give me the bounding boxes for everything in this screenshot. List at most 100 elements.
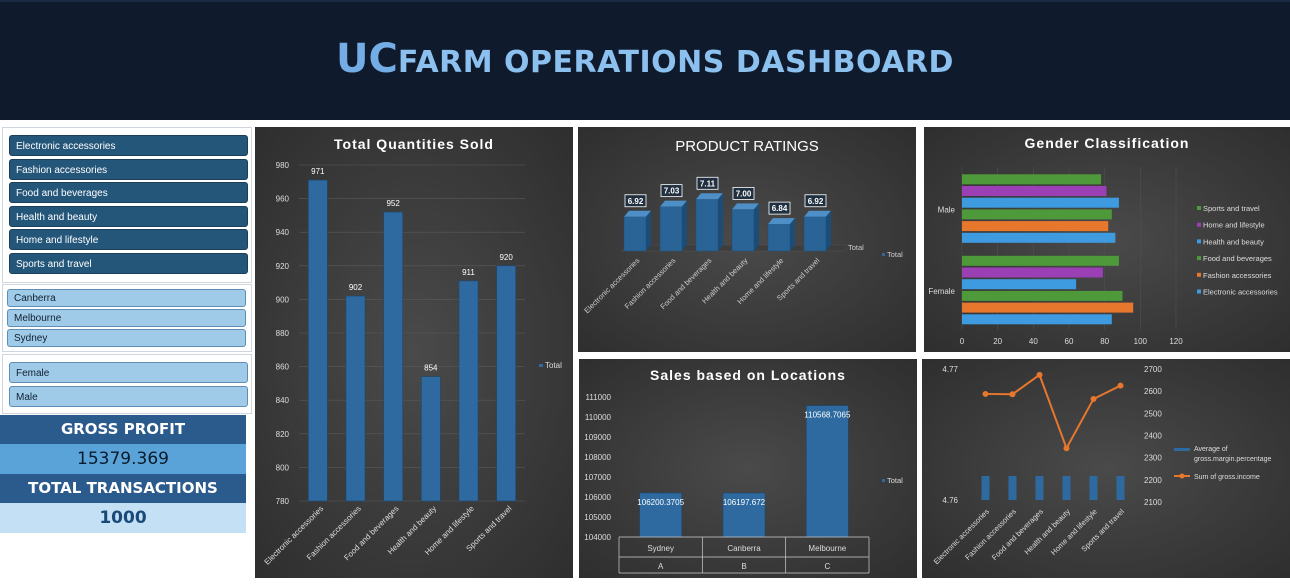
point-home-and-lifestyle	[1090, 395, 1097, 402]
bar-health-and-beauty	[421, 376, 441, 502]
bar-male-health-and-beauty	[962, 197, 1119, 208]
data-label: 7.00	[736, 189, 752, 198]
legend-swatch	[1197, 206, 1201, 210]
y-tick-label: 820	[276, 430, 290, 439]
bar-fashion-accessories	[345, 295, 366, 502]
legend-label: Sports and travel	[1203, 204, 1260, 213]
bar-sports-and-travel	[803, 216, 827, 252]
right-tick-label: 2500	[1144, 409, 1162, 418]
bar-side	[682, 200, 687, 251]
y-tick-label: Male	[938, 205, 956, 214]
bar-side	[754, 203, 759, 251]
legend-label: Fashion accessories	[1203, 271, 1272, 280]
bar-male-home-and-lifestyle	[962, 186, 1107, 196]
quantities-chart: Total Quantities Sold 780 800 820 840 860 880 9…	[263, 136, 563, 567]
slicer-item-health-and-beauty[interactable]: Health and beauty	[9, 206, 248, 227]
chart-title: PRODUCT RATINGS	[675, 138, 819, 155]
gender-chart-panel: Gender Classification 0 20 40 60 80 100 120 Fema…	[924, 127, 1290, 352]
data-label: 7.11	[700, 179, 716, 188]
legend-label: Food and beverages	[1203, 254, 1272, 263]
slicer-item-canberra[interactable]: Canberra	[7, 289, 246, 307]
data-label: 902	[349, 283, 363, 292]
legend-label: Health and beauty	[1203, 237, 1264, 246]
data-label: 106197.672	[723, 498, 766, 507]
data-label: 6.84	[772, 204, 788, 213]
data-label: 7.03	[664, 187, 680, 196]
locations-chart-panel: Sales based on Locations 104000 105000 1060…	[579, 359, 917, 578]
data-label: 6.92	[628, 197, 644, 206]
bar-food-and-beverages	[383, 211, 403, 502]
x-tick-label: 80	[1100, 337, 1109, 346]
left-tick-label: 4.76	[942, 496, 958, 505]
legend-label: Average of	[1194, 446, 1228, 453]
data-label: 920	[499, 253, 513, 262]
dashboard-header: UCFARM OPERATIONS DASHBOARD	[0, 0, 1290, 120]
bar-fashion-accessories	[1008, 476, 1017, 500]
data-label: 854	[424, 364, 438, 373]
legend-label: Electronic accessories	[1203, 288, 1278, 297]
bar-electronic-accessories	[981, 476, 990, 500]
margin-income-chart: 4.774.76 2100220023002400250026002700Elec…	[932, 365, 1272, 566]
x-tick-label: Fashion accessories	[963, 507, 1018, 562]
slicer-item-fashion-accessories[interactable]: Fashion accessories	[9, 159, 248, 180]
chart-title: Total Quantities Sold	[334, 136, 494, 152]
bar-male-sports-and-travel	[962, 174, 1102, 185]
bar-home-and-lifestyle	[1089, 476, 1098, 500]
gender-slicer: Female Male	[2, 354, 252, 414]
legend-swatch	[882, 253, 885, 256]
bar-top	[696, 193, 723, 200]
bar-female-food-and-beverages	[962, 290, 1123, 301]
y-tick-label: 107000	[584, 473, 611, 482]
bar-side	[718, 193, 723, 251]
bar-female-fashion-accessories	[962, 302, 1134, 313]
bar-sports-and-travel	[496, 265, 516, 502]
legend-swatch	[882, 479, 885, 482]
legend-label: Total	[887, 476, 903, 485]
slicer-item-male[interactable]: Male	[9, 386, 248, 407]
x-tick-label: 20	[993, 337, 1002, 346]
x-tick-label: 40	[1029, 337, 1038, 346]
legend-marker	[1179, 473, 1185, 479]
x-sub-label: C	[824, 562, 830, 571]
x-sub-label: B	[741, 562, 746, 571]
bar-electronic-accessories	[623, 216, 647, 252]
legend-label: Total	[545, 361, 562, 370]
slicer-item-melbourne[interactable]: Melbourne	[7, 309, 246, 327]
data-label-box	[732, 187, 755, 200]
legend-swatch	[1197, 239, 1201, 244]
slicer-item-home-and-lifestyle[interactable]: Home and lifestyle	[9, 229, 248, 250]
bar-health-and-beauty	[1062, 476, 1071, 500]
data-label: 106200.3705	[637, 498, 684, 507]
y-tick-label: 106000	[584, 493, 611, 502]
x-sub-label: A	[658, 562, 664, 571]
gross-profit-value: 15379.369	[0, 444, 246, 474]
right-tick-label: 2400	[1144, 432, 1162, 441]
data-label-box	[624, 194, 647, 208]
legend-label: Home and lifestyle	[1203, 221, 1265, 230]
total-transactions-value: 1000	[0, 503, 246, 533]
legend-swatch	[1174, 448, 1190, 451]
slicer-item-sydney[interactable]: Sydney	[7, 329, 246, 347]
slicer-item-female[interactable]: Female	[9, 362, 248, 383]
slicer-item-electronic-accessories[interactable]: Electronic accessories	[9, 135, 248, 156]
income-line	[985, 373, 1121, 451]
axis-label: Total	[848, 243, 864, 252]
point-food-and-beverages	[1036, 371, 1043, 378]
legend-label: gross.margin.percentage	[1194, 456, 1272, 463]
slicer-item-sports-and-travel[interactable]: Sports and travel	[9, 253, 248, 274]
x-tick-label: Melbourne	[808, 544, 846, 553]
y-tick-label: 800	[276, 463, 290, 472]
x-tick-label: 0	[960, 337, 965, 346]
legend-swatch	[539, 364, 543, 367]
data-label-box	[696, 176, 719, 190]
bar-home-and-lifestyle	[458, 280, 479, 502]
data-label: 971	[311, 167, 325, 176]
right-tick-label: 2700	[1144, 365, 1162, 374]
x-tick-label: 120	[1169, 337, 1183, 346]
slicer-item-food-and-beverages[interactable]: Food and beverages	[9, 182, 248, 203]
legend-swatch	[1197, 256, 1201, 261]
bar-male-food-and-beverages	[962, 209, 1112, 220]
point-health-and-beauty	[1063, 445, 1070, 452]
